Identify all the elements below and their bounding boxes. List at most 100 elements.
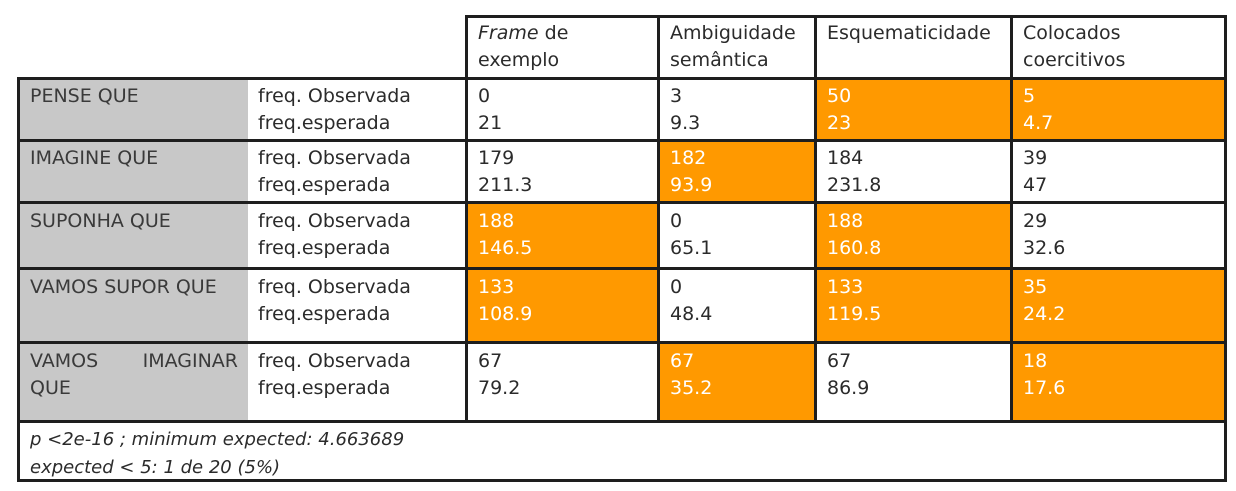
row-label-text: PENSE QUE (30, 85, 139, 107)
cell-imagine-colocados: 39 47 (1010, 139, 1227, 201)
header-frame-line2: exemplo (478, 49, 560, 71)
observed-value: 188 (478, 210, 515, 232)
row-freq-labels: freq. Observada freq.esperada (248, 77, 465, 139)
header-ambiguidade-semantica: Ambiguidade semântica (657, 15, 814, 77)
observed-label: freq. Observada (258, 85, 411, 107)
observed-value: 0 (670, 276, 683, 298)
expected-label: freq.esperada (258, 303, 391, 325)
observed-value: 184 (827, 147, 864, 169)
expected-value: 32.6 (1023, 237, 1066, 259)
observed-label: freq. Observada (258, 147, 411, 169)
header-esquematicidade: Esquematicidade (814, 15, 1010, 77)
header-ambiguidade-line2: semântica (670, 49, 769, 71)
row-label-suponha-que: SUPONHA QUE (17, 201, 248, 267)
cell-suponha-ambiguidade: 0 65.1 (657, 201, 814, 267)
footnote: p <2e-16 ; minimum expected: 4.663689 ex… (17, 420, 1227, 482)
expected-value: 47 (1023, 174, 1048, 196)
cell-imaginar-colocados: 18 17.6 (1010, 341, 1227, 420)
cell-suponha-esquematicidade: 188 160.8 (814, 201, 1010, 267)
expected-value: 65.1 (670, 237, 713, 259)
expected-value: 48.4 (670, 303, 713, 325)
expected-label: freq.esperada (258, 174, 391, 196)
expected-value: 35.2 (670, 377, 713, 399)
row-freq-labels: freq. Observada freq.esperada (248, 267, 465, 341)
row-label-vamos-supor-que: VAMOS SUPOR QUE (17, 267, 248, 341)
observed-label: freq. Observada (258, 276, 411, 298)
footnote-line2: expected < 5: 1 de 20 (5%) (30, 457, 281, 478)
observed-value: 3 (670, 85, 683, 107)
expected-value: 79.2 (478, 377, 521, 399)
row-label-vamos-imaginar-que: VAMOS IMAGINAR QUE (17, 341, 248, 420)
observed-value: 182 (670, 147, 707, 169)
cell-supor-esquematicidade: 133 119.5 (814, 267, 1010, 341)
observed-value: 188 (827, 210, 864, 232)
expected-label: freq.esperada (258, 237, 391, 259)
expected-value: 211.3 (478, 174, 533, 196)
observed-value: 18 (1023, 350, 1048, 372)
expected-value: 119.5 (827, 303, 882, 325)
cell-pense-frame: 0 21 (465, 77, 657, 139)
cell-supor-ambiguidade: 0 48.4 (657, 267, 814, 341)
expected-value: 160.8 (827, 237, 882, 259)
cell-suponha-colocados: 29 32.6 (1010, 201, 1227, 267)
cell-supor-frame: 133 108.9 (465, 267, 657, 341)
observed-value: 50 (827, 85, 852, 107)
header-frame-suffix: de (538, 22, 569, 44)
header-colocados-coercitivos: Colocados coercitivos (1010, 15, 1227, 77)
observed-value: 29 (1023, 210, 1048, 232)
observed-value: 5 (1023, 85, 1036, 107)
cell-imagine-frame: 179 211.3 (465, 139, 657, 201)
row-freq-labels: freq. Observada freq.esperada (248, 341, 465, 420)
row-label-imagine-que: IMAGINE QUE (17, 139, 248, 201)
cell-imagine-ambiguidade: 182 93.9 (657, 139, 814, 201)
row-freq-labels: freq. Observada freq.esperada (248, 201, 465, 267)
cell-imagine-esquematicidade: 184 231.8 (814, 139, 1010, 201)
row-label-text: SUPONHA QUE (30, 210, 171, 232)
expected-value: 108.9 (478, 303, 533, 325)
cell-imaginar-ambiguidade: 67 35.2 (657, 341, 814, 420)
expected-value: 17.6 (1023, 377, 1066, 399)
row-label-word-imaginar: IMAGINAR (142, 350, 238, 372)
row-label-text: IMAGINE QUE (30, 147, 159, 169)
cell-pense-colocados: 5 4.7 (1010, 77, 1227, 139)
observed-label: freq. Observada (258, 350, 411, 372)
observed-value: 35 (1023, 276, 1048, 298)
header-colocados-line2: coercitivos (1023, 49, 1126, 71)
expected-label: freq.esperada (258, 112, 391, 134)
expected-value: 93.9 (670, 174, 713, 196)
expected-value: 9.3 (670, 112, 701, 134)
expected-value: 231.8 (827, 174, 882, 196)
header-ambiguidade-line1: Ambiguidade (670, 22, 796, 44)
cell-imaginar-esquematicidade: 67 86.9 (814, 341, 1010, 420)
observed-value: 179 (478, 147, 515, 169)
observed-value: 67 (827, 350, 852, 372)
row-label-pense-que: PENSE QUE (17, 77, 248, 139)
cell-suponha-frame: 188 146.5 (465, 201, 657, 267)
expected-label: freq.esperada (258, 377, 391, 399)
observed-label: freq. Observada (258, 210, 411, 232)
row-label-word-vamos: VAMOS (30, 350, 99, 372)
footnote-line1: p <2e-16 ; minimum expected: 4.663689 (30, 429, 405, 450)
observed-value: 67 (670, 350, 695, 372)
expected-value: 86.9 (827, 377, 870, 399)
observed-value: 39 (1023, 147, 1048, 169)
observed-value: 133 (827, 276, 864, 298)
row-freq-labels: freq. Observada freq.esperada (248, 139, 465, 201)
observed-value: 0 (478, 85, 491, 107)
expected-value: 23 (827, 112, 852, 134)
observed-value: 133 (478, 276, 515, 298)
expected-value: 146.5 (478, 237, 533, 259)
row-label-text: VAMOS SUPOR QUE (30, 276, 217, 298)
header-esquematicidade-line1: Esquematicidade (827, 22, 991, 44)
header-colocados-line1: Colocados (1023, 22, 1121, 44)
observed-value: 67 (478, 350, 503, 372)
cell-supor-colocados: 35 24.2 (1010, 267, 1227, 341)
observed-value: 0 (670, 210, 683, 232)
header-frame-italic: Frame (478, 22, 539, 44)
cell-imaginar-frame: 67 79.2 (465, 341, 657, 420)
header-frame-de-exemplo: Frame de exemplo (465, 15, 657, 77)
row-label-line2: QUE (30, 377, 71, 399)
row-label-line1: VAMOS IMAGINAR (30, 348, 238, 375)
expected-value: 4.7 (1023, 112, 1054, 134)
